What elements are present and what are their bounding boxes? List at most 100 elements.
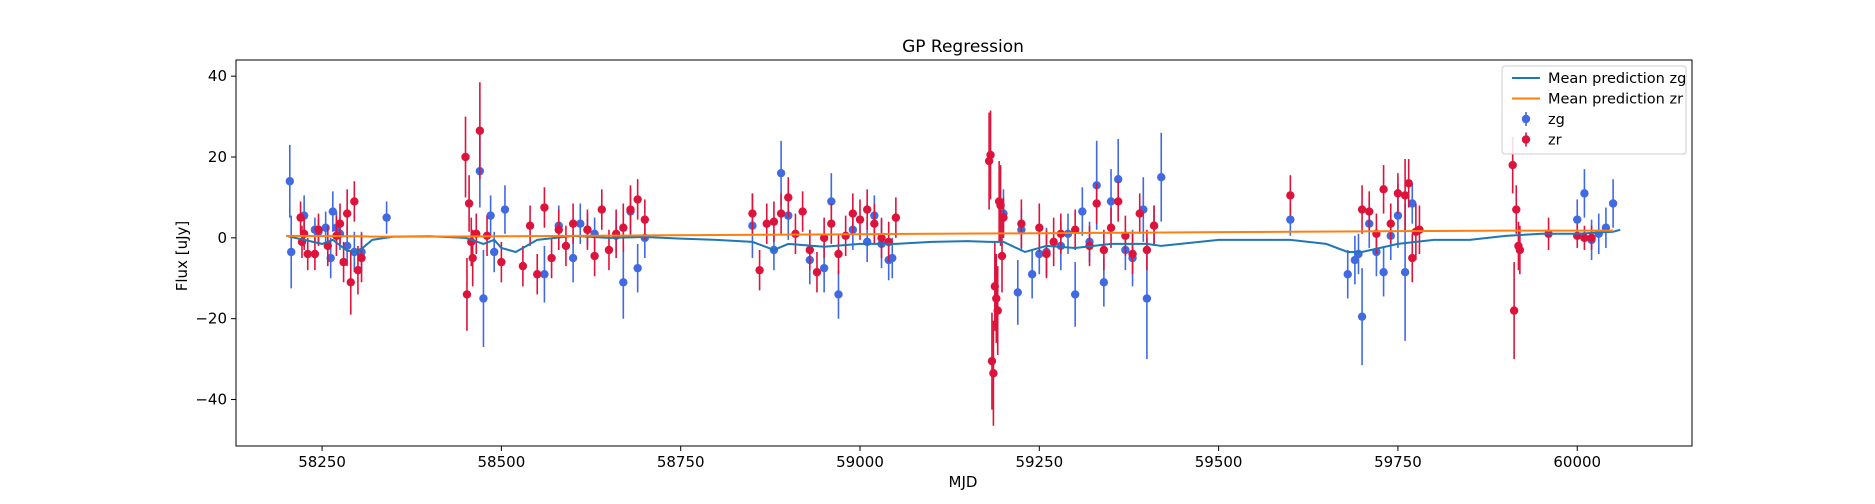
point-zr	[314, 225, 323, 234]
point-zr	[1092, 199, 1101, 208]
point-zg	[1608, 199, 1618, 208]
point-zr	[1580, 233, 1589, 243]
point-zr	[518, 261, 528, 271]
point-zr	[870, 219, 879, 228]
point-zr	[339, 257, 348, 267]
point-zr	[1415, 225, 1424, 234]
point-zg	[328, 207, 338, 216]
y-tick-label: −20	[195, 310, 227, 328]
point-zr	[475, 126, 485, 135]
point-zr	[568, 219, 578, 228]
point-zr	[1508, 160, 1517, 170]
point-zr	[1135, 209, 1144, 218]
legend-label: Mean prediction zg	[1548, 71, 1686, 87]
point-zg	[1343, 270, 1352, 279]
point-zg	[1099, 278, 1109, 287]
point-zr	[1114, 197, 1123, 206]
x-tick-label: 60000	[1553, 453, 1601, 471]
legend: Mean prediction zg Mean prediction zr zg zr	[1501, 65, 1687, 155]
point-zg	[1114, 175, 1123, 184]
point-zg	[500, 205, 510, 214]
point-zr	[999, 213, 1008, 222]
point-zr	[1149, 221, 1159, 230]
point-zr	[1512, 205, 1521, 214]
point-zr	[303, 249, 312, 259]
point-zg	[285, 177, 294, 186]
x-tick-label: 58250	[298, 453, 346, 471]
point-zr	[1393, 189, 1403, 198]
point-zr	[834, 249, 843, 259]
axes-frame	[235, 59, 1693, 447]
point-zr	[1042, 249, 1051, 259]
point-zr	[1070, 225, 1080, 234]
point-zg	[776, 168, 786, 178]
point-zr	[1106, 223, 1116, 232]
point-zg	[1400, 267, 1410, 277]
point-zr	[819, 233, 829, 243]
point-zr	[855, 215, 865, 224]
point-zr	[350, 197, 359, 206]
point-zr	[1365, 207, 1374, 216]
point-zr	[540, 203, 549, 212]
legend-marker-swatch	[1521, 135, 1531, 144]
point-zr	[1587, 233, 1596, 243]
point-zr	[776, 209, 786, 218]
point-zr	[848, 209, 858, 218]
point-zr	[1049, 237, 1058, 247]
point-zr	[1357, 205, 1367, 214]
point-zg	[1286, 215, 1295, 224]
point-zr	[346, 278, 355, 287]
point-zr	[597, 205, 606, 214]
axes: 58250 58500 58750 59000 59250 59500 59750 60000…	[195, 59, 1693, 471]
point-zr	[1509, 306, 1519, 315]
point-zr	[461, 152, 470, 162]
point-zr	[547, 253, 556, 263]
point-zr	[986, 150, 995, 160]
point-zr	[805, 245, 814, 255]
legend-marker-swatch	[1521, 114, 1531, 124]
y-tick-label: 20	[208, 148, 227, 166]
point-zr	[310, 249, 320, 259]
point-zr	[1017, 219, 1026, 228]
legend-label: zg	[1548, 112, 1565, 128]
x-tick-label: 59750	[1374, 453, 1422, 471]
x-tick-label: 59250	[1015, 453, 1063, 471]
point-zr	[1286, 191, 1295, 200]
y-tick-label: −40	[195, 391, 227, 409]
point-zg	[633, 263, 642, 273]
point-zr	[1408, 253, 1417, 263]
point-zr	[633, 195, 642, 204]
point-zg	[490, 247, 499, 257]
point-zr	[342, 209, 352, 218]
legend-label: zr	[1548, 133, 1562, 149]
point-zr	[604, 245, 614, 255]
point-zr	[1035, 223, 1044, 232]
point-zr	[987, 356, 997, 366]
point-zg	[1013, 288, 1022, 297]
point-zr	[992, 294, 1001, 303]
point-zr	[497, 257, 506, 267]
point-zr	[1515, 245, 1525, 255]
x-tick-label: 59000	[836, 453, 884, 471]
point-zr	[1386, 219, 1395, 228]
x-tick-label: 59500	[1195, 453, 1243, 471]
point-zr	[1099, 245, 1109, 255]
point-zr	[590, 251, 599, 261]
point-zr	[296, 213, 305, 222]
y-tick-label: 40	[208, 67, 227, 85]
point-zr	[769, 217, 779, 226]
point-zr	[464, 199, 474, 208]
point-zr	[561, 241, 571, 251]
legend-box	[1501, 65, 1687, 155]
point-zr	[784, 193, 793, 202]
point-zr	[748, 209, 757, 218]
point-zr	[335, 219, 345, 228]
point-zr	[1400, 191, 1410, 200]
point-zg	[1357, 312, 1367, 321]
point-zg	[1580, 189, 1589, 198]
point-zg	[1573, 215, 1582, 224]
legend-label: Mean prediction zr	[1548, 92, 1683, 108]
plot-area	[285, 82, 1621, 426]
point-zr	[619, 223, 628, 232]
